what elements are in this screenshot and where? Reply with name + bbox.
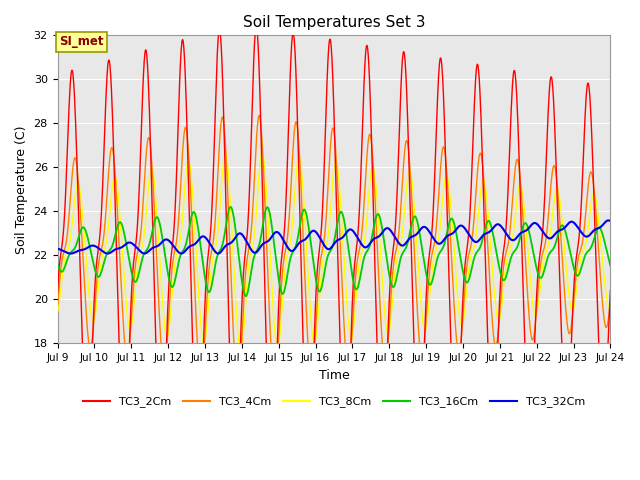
TC3_32Cm — [119, 243, 127, 249]
TC3_32Cm — [369, 237, 376, 243]
TC3_32Cm — [97, 247, 104, 252]
Line: TC3_16Cm: TC3_16Cm — [58, 207, 611, 296]
TC3_8Cm — [119, 254, 127, 260]
TC3_16Cm — [227, 204, 234, 210]
TC3_8Cm — [300, 207, 308, 213]
TC3_4Cm — [310, 351, 318, 357]
TC3_4Cm — [369, 157, 377, 163]
TC3_32Cm — [607, 218, 614, 224]
TC3_32Cm — [310, 228, 317, 234]
TC3_16Cm — [300, 206, 308, 212]
Line: TC3_4Cm: TC3_4Cm — [58, 115, 611, 389]
TC3_2Cm — [300, 383, 308, 388]
TC3_8Cm — [369, 164, 377, 169]
TC3_4Cm — [119, 312, 127, 318]
TC3_32Cm — [289, 248, 296, 254]
TC3_8Cm — [97, 265, 104, 271]
TC3_32Cm — [54, 246, 61, 252]
TC3_2Cm — [607, 288, 614, 293]
TC3_2Cm — [97, 228, 104, 233]
TC3_4Cm — [300, 261, 308, 267]
TC3_32Cm — [604, 217, 612, 223]
Text: SI_met: SI_met — [60, 35, 104, 48]
TC3_8Cm — [289, 216, 297, 221]
TC3_16Cm — [607, 263, 614, 269]
TC3_4Cm — [255, 112, 263, 118]
TC3_2Cm — [119, 434, 127, 440]
TC3_8Cm — [259, 150, 266, 156]
TC3_2Cm — [289, 30, 297, 36]
TC3_8Cm — [310, 340, 318, 346]
Legend: TC3_2Cm, TC3_4Cm, TC3_8Cm, TC3_16Cm, TC3_32Cm: TC3_2Cm, TC3_4Cm, TC3_8Cm, TC3_16Cm, TC3… — [78, 392, 590, 412]
TC3_4Cm — [54, 304, 61, 310]
TC3_16Cm — [119, 225, 127, 230]
TC3_4Cm — [97, 251, 104, 257]
TC3_2Cm — [54, 290, 61, 296]
TC3_2Cm — [231, 474, 239, 480]
TC3_32Cm — [67, 251, 75, 256]
TC3_16Cm — [289, 249, 297, 255]
TC3_4Cm — [289, 149, 297, 155]
Line: TC3_8Cm: TC3_8Cm — [58, 153, 611, 352]
TC3_16Cm — [54, 261, 61, 267]
TC3_8Cm — [237, 349, 244, 355]
TC3_32Cm — [300, 237, 308, 243]
Line: TC3_2Cm: TC3_2Cm — [58, 26, 611, 477]
TC3_2Cm — [310, 334, 318, 340]
TC3_16Cm — [369, 229, 377, 235]
TC3_2Cm — [253, 24, 260, 29]
TC3_16Cm — [310, 266, 318, 272]
TC3_8Cm — [607, 302, 614, 308]
TC3_16Cm — [242, 293, 250, 299]
TC3_16Cm — [97, 272, 104, 277]
TC3_4Cm — [234, 386, 242, 392]
Title: Soil Temperatures Set 3: Soil Temperatures Set 3 — [243, 15, 425, 30]
TC3_8Cm — [54, 309, 61, 315]
X-axis label: Time: Time — [319, 369, 349, 382]
Y-axis label: Soil Temperature (C): Soil Temperature (C) — [15, 125, 28, 253]
Line: TC3_32Cm: TC3_32Cm — [58, 220, 611, 253]
TC3_4Cm — [607, 297, 614, 302]
TC3_2Cm — [369, 186, 377, 192]
